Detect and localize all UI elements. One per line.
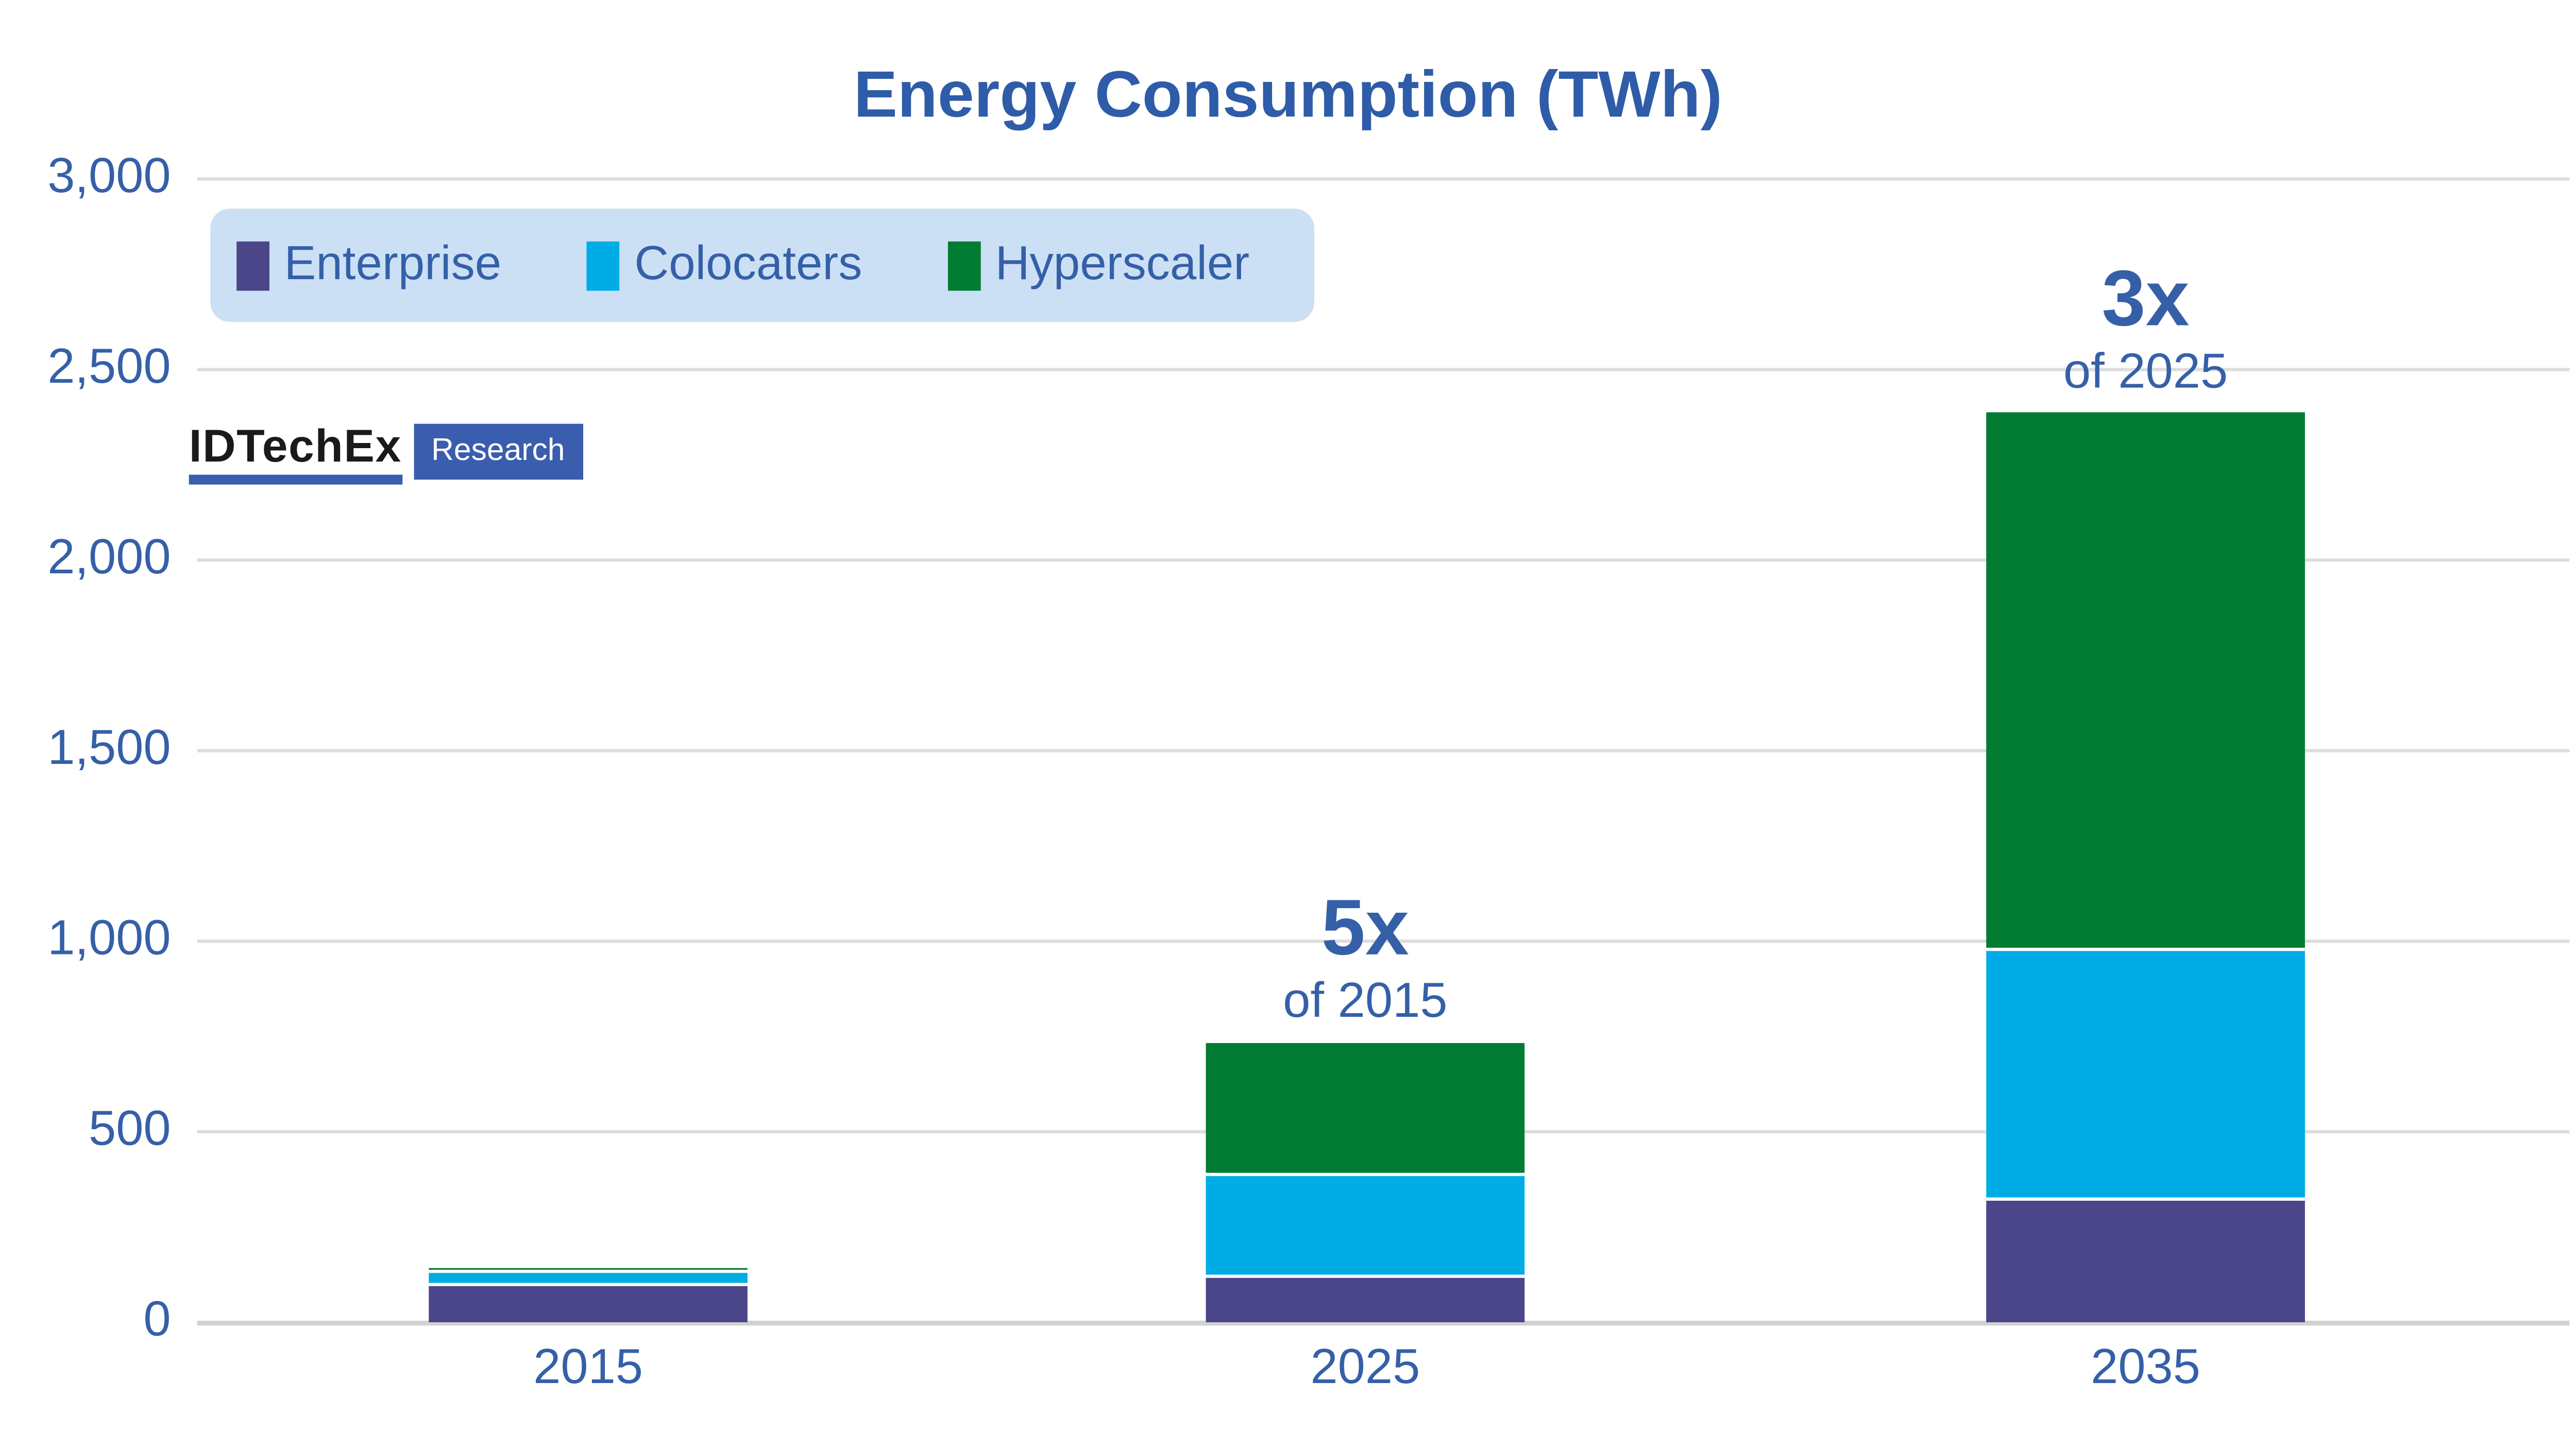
bar-2035-segment-colocaters <box>1986 950 2305 1201</box>
gridline-2500 <box>197 368 2570 371</box>
y-tick-label-1500: 1,500 <box>47 721 171 776</box>
bar-2035-segment-hyperscaler <box>1986 411 2305 951</box>
chart-title: Energy Consumption (TWh) <box>853 59 1723 132</box>
annotation-reference: of 2015 <box>1283 975 1448 1029</box>
legend: Enterprise Colocaters Hyperscaler <box>210 208 1315 322</box>
gridline-2000 <box>197 558 2570 562</box>
bar-2025-segment-colocaters <box>1206 1175 1525 1278</box>
legend-label: Colocaters <box>634 238 862 291</box>
legend-item-hyperscaler: Hyperscaler <box>947 238 1249 292</box>
idtechex-logo-brand-block: IDTechEx <box>189 420 402 485</box>
annotation-multiplier: 3x <box>2102 255 2190 343</box>
bar-2035 <box>1986 411 2305 1322</box>
bar-2025 <box>1206 1042 1525 1322</box>
y-tick-label-0: 0 <box>143 1292 171 1347</box>
y-tick-label-1000: 1,000 <box>47 911 171 966</box>
y-tick-label-2000: 2,000 <box>47 530 171 585</box>
enterprise-swatch-icon <box>236 241 269 290</box>
annotation-2035: 3x of 2025 <box>1817 257 2475 402</box>
x-tick-label-2035: 2035 <box>2091 1340 2200 1395</box>
hyperscaler-swatch-icon <box>947 241 981 290</box>
gridline-1500 <box>197 749 2570 753</box>
annotation-2025: 5x of 2015 <box>1037 886 1694 1032</box>
idtechex-logo: IDTechEx Research <box>189 420 583 485</box>
x-tick-label-2025: 2025 <box>1310 1340 1420 1395</box>
bar-2035-segment-enterprise <box>1986 1200 2305 1322</box>
x-tick-label-2015: 2015 <box>533 1340 643 1395</box>
y-tick-label-2500: 2,500 <box>47 340 171 395</box>
bar-2015-segment-enterprise <box>429 1286 748 1322</box>
annotation-multiplier: 5x <box>1321 886 1409 974</box>
annotation-reference: of 2025 <box>2063 344 2228 399</box>
legend-label: Hyperscaler <box>995 238 1250 291</box>
y-tick-label-500: 500 <box>88 1102 171 1156</box>
gridline-1000 <box>197 939 2570 943</box>
colocaters-swatch-icon <box>586 241 620 290</box>
bar-2025-segment-hyperscaler <box>1206 1042 1525 1176</box>
x-axis-line <box>197 1320 2570 1326</box>
idtechex-logo-research-badge: Research <box>413 423 583 480</box>
legend-item-enterprise: Enterprise <box>236 238 501 292</box>
bar-2015-segment-colocaters <box>429 1272 748 1286</box>
bar-2015-segment-hyperscaler <box>429 1268 748 1273</box>
bar-2025-segment-enterprise <box>1206 1278 1525 1322</box>
legend-label: Enterprise <box>284 238 502 291</box>
gridline-3000 <box>197 177 2570 181</box>
idtechex-logo-brand: IDTechEx <box>189 420 402 472</box>
bar-2015 <box>429 1268 748 1322</box>
idtechex-logo-underline <box>189 474 402 485</box>
legend-item-colocaters: Colocaters <box>586 238 862 292</box>
y-tick-label-3000: 3,000 <box>47 149 171 204</box>
